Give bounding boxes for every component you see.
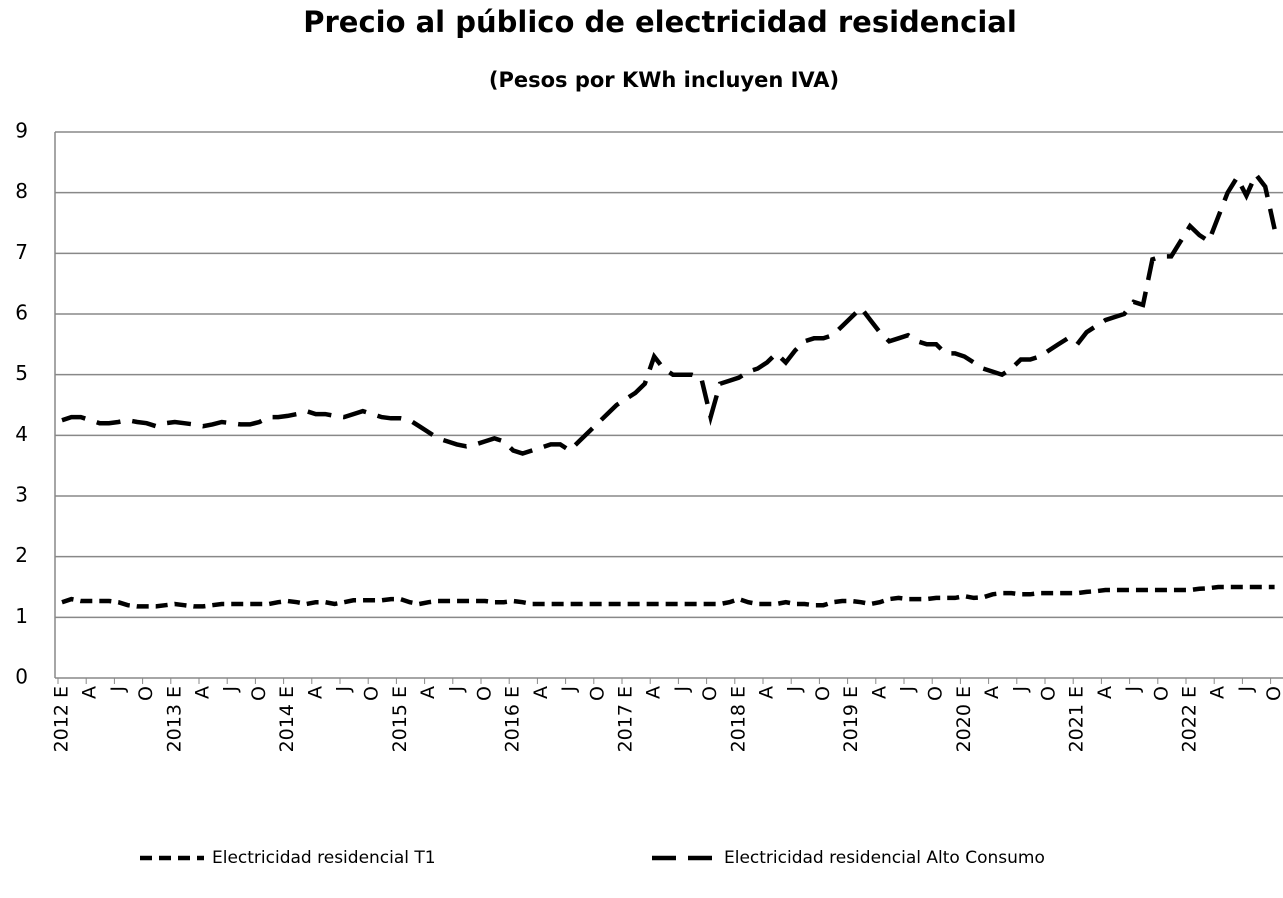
y-tick-label: 5: [15, 361, 28, 385]
x-tick-label: J: [671, 686, 693, 693]
x-tick-label: J: [220, 686, 242, 693]
x-tick-label: J: [1009, 686, 1031, 693]
chart-subtitle: (Pesos por KWh incluyen IVA): [489, 68, 839, 92]
x-tick-label: A: [981, 686, 1003, 699]
x-tick-label: J: [445, 686, 467, 693]
x-tick-label: 2018 E: [727, 686, 749, 752]
chart-title: Precio al público de electricidad reside…: [303, 5, 1017, 39]
x-tick-label: O: [925, 686, 947, 701]
x-tick-label: 2013 E: [163, 686, 185, 752]
x-tick-label: 2016 E: [502, 686, 524, 752]
y-tick-label: 6: [15, 301, 28, 325]
y-tick-label: 4: [15, 422, 28, 446]
x-tick-label: A: [417, 686, 439, 699]
x-tick-label: A: [1094, 686, 1116, 699]
x-tick-label: 2017 E: [615, 686, 637, 752]
x-tick-label: O: [361, 686, 383, 701]
x-tick-label: 2012 E: [51, 686, 73, 752]
legend-label: Electricidad residencial Alto Consumo: [724, 848, 1045, 868]
series-line: [61, 584, 1275, 609]
x-tick-label: J: [107, 686, 129, 693]
y-tick-label: 8: [15, 179, 28, 203]
y-tick-label: 7: [15, 240, 28, 264]
x-tick-label: O: [586, 686, 608, 701]
x-tick-label: J: [333, 686, 355, 693]
x-tick-label: 2022 E: [1179, 686, 1201, 752]
y-tick-label: 2: [15, 543, 28, 567]
x-tick-label: 2020 E: [953, 686, 975, 752]
x-tick-label: J: [1235, 686, 1257, 693]
x-tick-label: A: [643, 686, 665, 699]
x-tick-label: A: [530, 686, 552, 699]
legend-label: Electricidad residencial T1: [212, 848, 436, 868]
x-tick-label: A: [756, 686, 778, 699]
x-tick-label: A: [304, 686, 326, 699]
x-tick-label: O: [812, 686, 834, 701]
y-tick-label: 9: [15, 119, 28, 143]
x-tick-label: 2014 E: [276, 686, 298, 752]
x-tick-label: 2019 E: [840, 686, 862, 752]
x-tick-label: O: [248, 686, 270, 701]
x-tick-label: A: [868, 686, 890, 699]
y-tick-label: 3: [15, 483, 28, 507]
x-tick-label: J: [897, 686, 919, 693]
x-tick-label: A: [79, 686, 101, 699]
x-tick-label: O: [1150, 686, 1172, 701]
x-tick-label: O: [1038, 686, 1060, 701]
x-tick-label: A: [1207, 686, 1229, 699]
x-tick-label: O: [474, 686, 496, 701]
x-tick-label: O: [699, 686, 721, 701]
x-tick-label: 2021 E: [1066, 686, 1088, 752]
y-tick-label: 0: [15, 665, 28, 689]
x-tick-label: J: [784, 686, 806, 693]
x-tick-label: A: [192, 686, 214, 699]
x-tick-label: O: [135, 686, 157, 701]
x-tick-label: J: [558, 686, 580, 693]
y-tick-label: 1: [15, 604, 28, 628]
x-tick-label: 2015 E: [389, 686, 411, 752]
x-tick-label: O: [1263, 686, 1283, 701]
x-tick-label: J: [1122, 686, 1144, 693]
